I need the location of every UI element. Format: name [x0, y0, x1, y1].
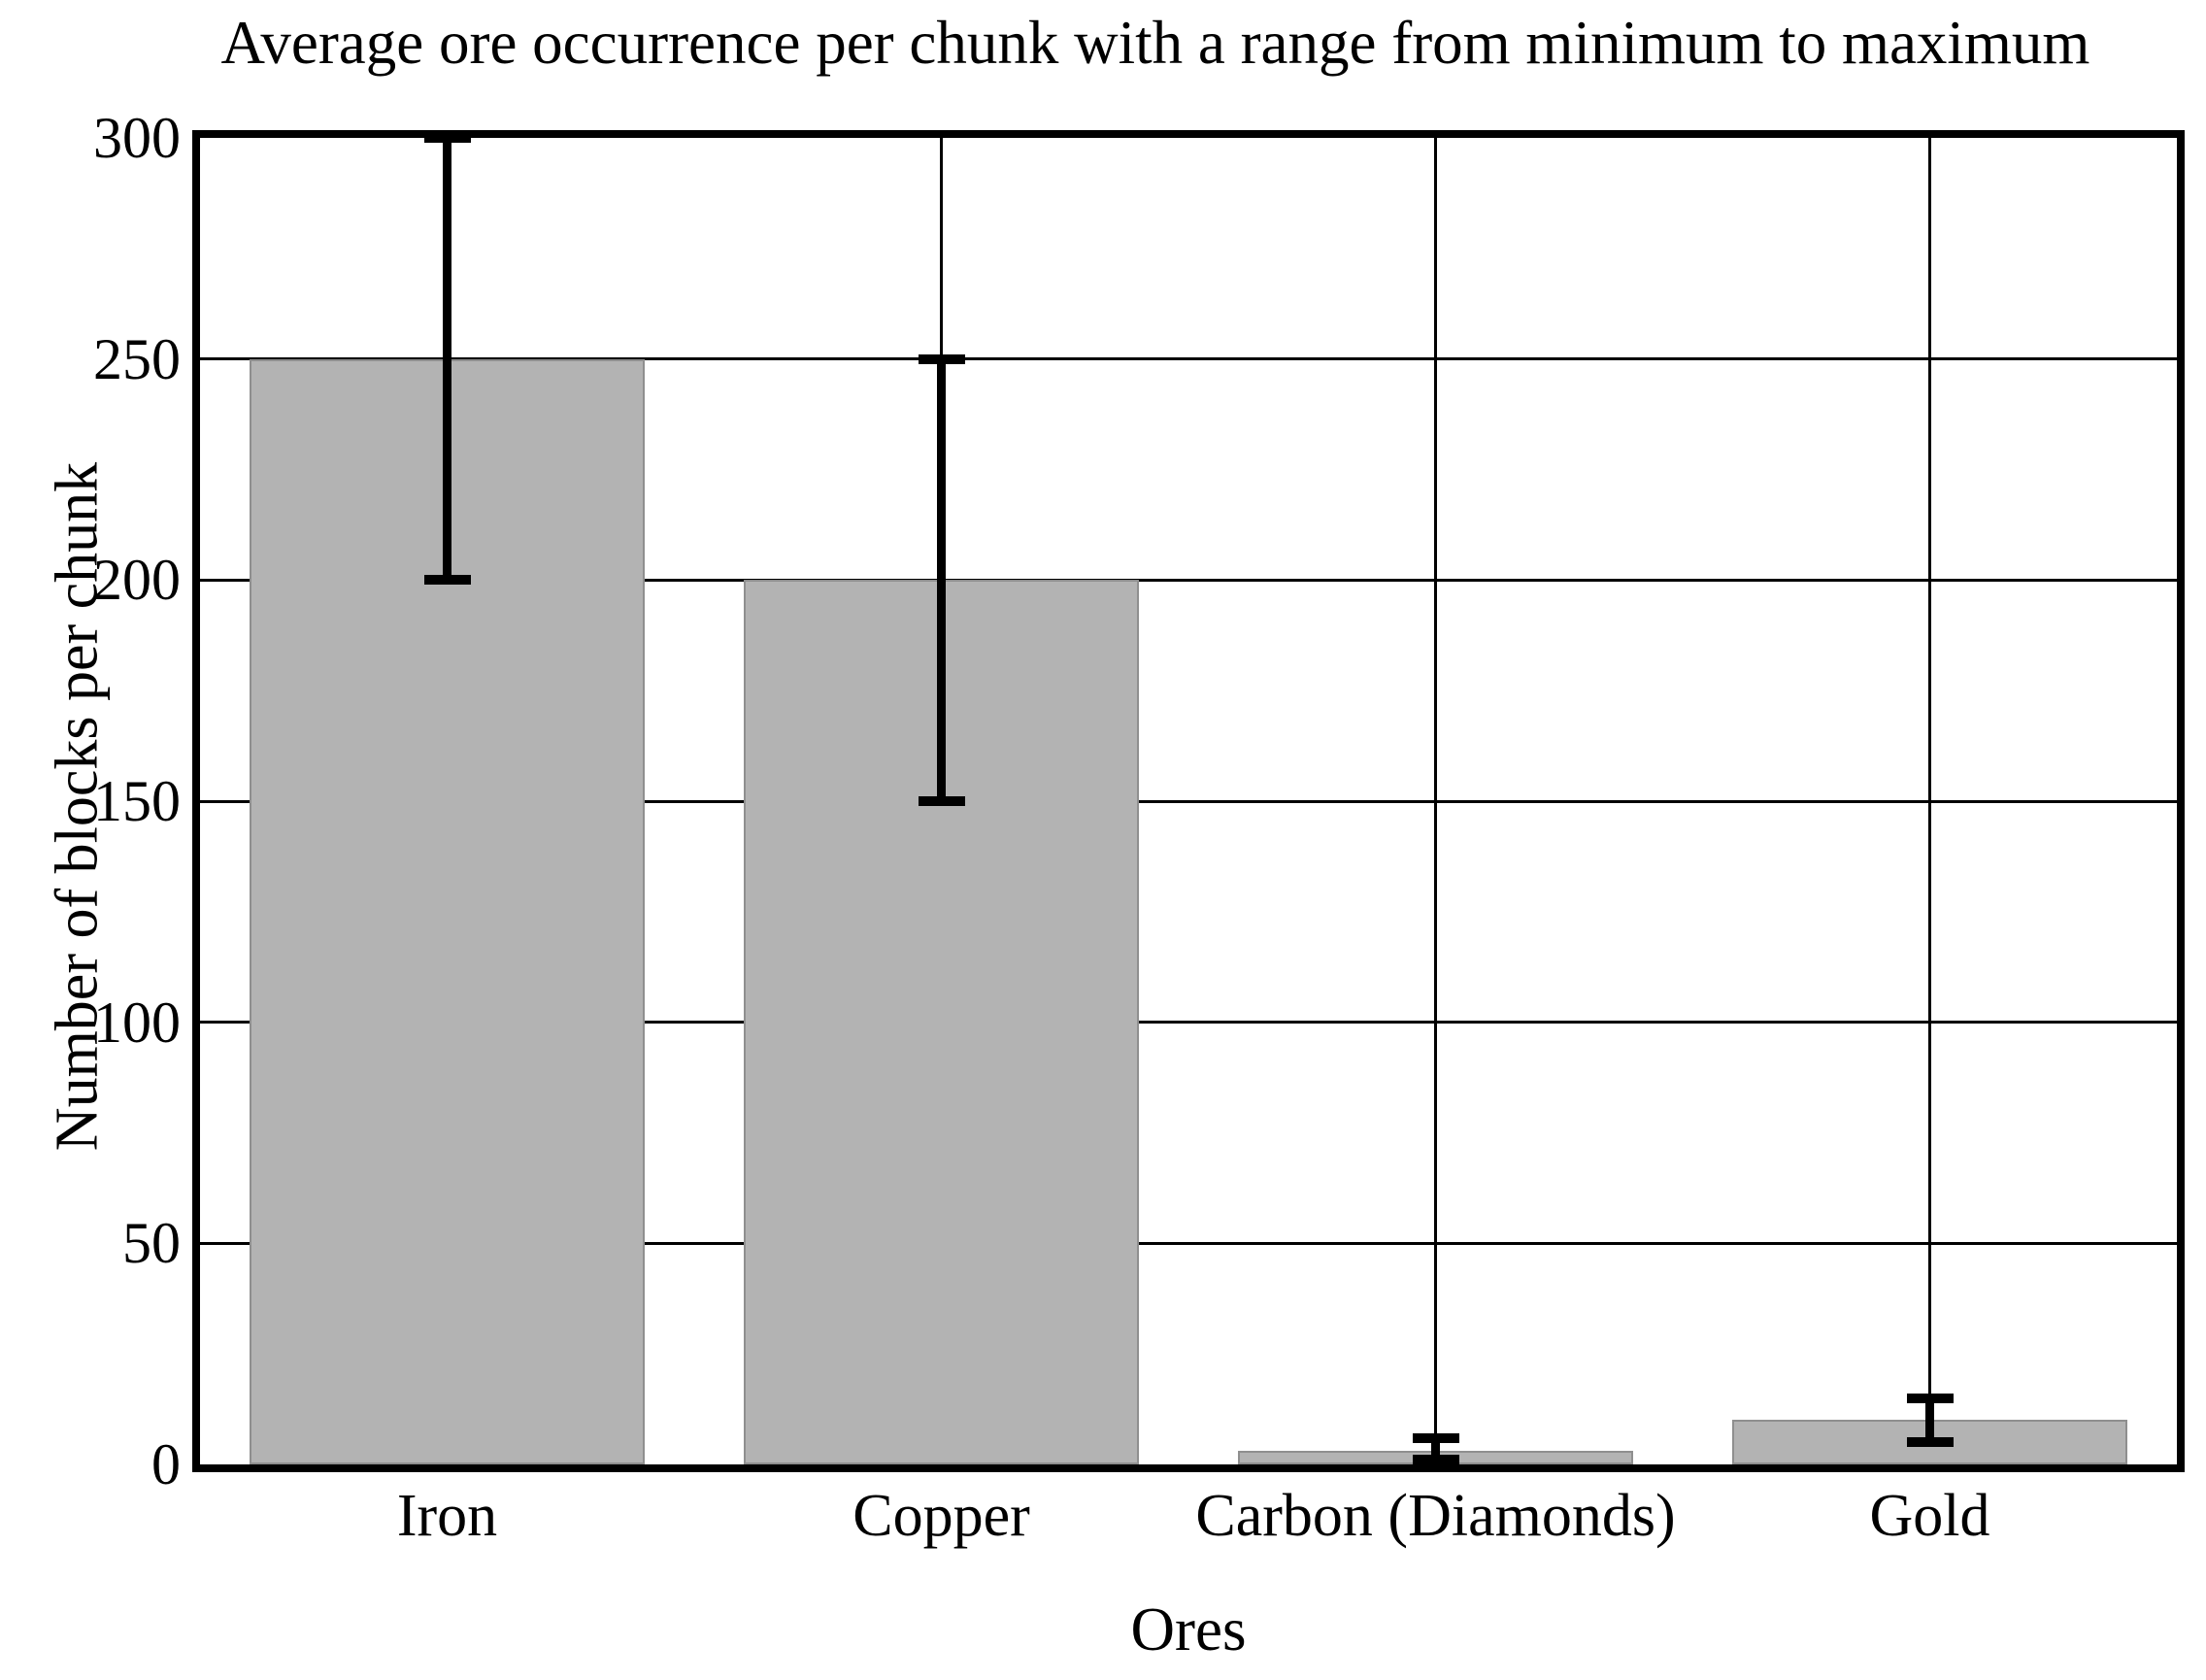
x-axis-label: Ores [1130, 1596, 1247, 1663]
error-bar-copper-cap-top [918, 353, 965, 364]
error-bar-carbon-diamonds [1431, 1437, 1440, 1461]
error-bar-copper [937, 358, 946, 801]
gridline-horizontal [200, 1241, 2177, 1245]
error-bar-iron [443, 138, 451, 581]
error-bar-copper-cap-bottom [918, 796, 965, 806]
error-bar-carbon-diamonds-cap-bottom [1412, 1455, 1459, 1465]
error-bar-gold [1925, 1397, 1934, 1443]
x-tick-label: Carbon (Diamonds) [1195, 1483, 1676, 1549]
error-bar-iron-cap-top [423, 133, 471, 143]
y-tick-label: 100 [93, 990, 181, 1055]
gridline-horizontal [200, 578, 2177, 582]
gridline-horizontal [200, 1021, 2177, 1025]
gridline-vertical [1928, 138, 1931, 1464]
y-tick-label: 50 [122, 1211, 181, 1276]
y-tick-label: 300 [93, 106, 181, 170]
x-tick-label: Copper [852, 1483, 1030, 1549]
y-tick-label: 250 [93, 326, 181, 391]
error-bar-gold-cap-bottom [1906, 1437, 1954, 1448]
error-bar-gold-cap-top [1906, 1393, 1954, 1403]
chart-title: Average ore occurrence per chunk with a … [220, 9, 2090, 77]
plot-area [200, 133, 2177, 1465]
y-tick-label: 150 [93, 769, 181, 833]
x-tick-label: Iron [396, 1483, 498, 1549]
y-tick-label: 0 [151, 1432, 181, 1496]
y-tick-label: 200 [93, 548, 181, 613]
gridline-horizontal [200, 357, 2177, 361]
error-bar-iron-cap-bottom [423, 575, 471, 586]
error-bar-carbon-diamonds-cap-top [1412, 1432, 1459, 1443]
gridline-horizontal [200, 799, 2177, 803]
x-tick-label: Gold [1869, 1483, 1990, 1549]
gridline-vertical [1434, 138, 1437, 1464]
